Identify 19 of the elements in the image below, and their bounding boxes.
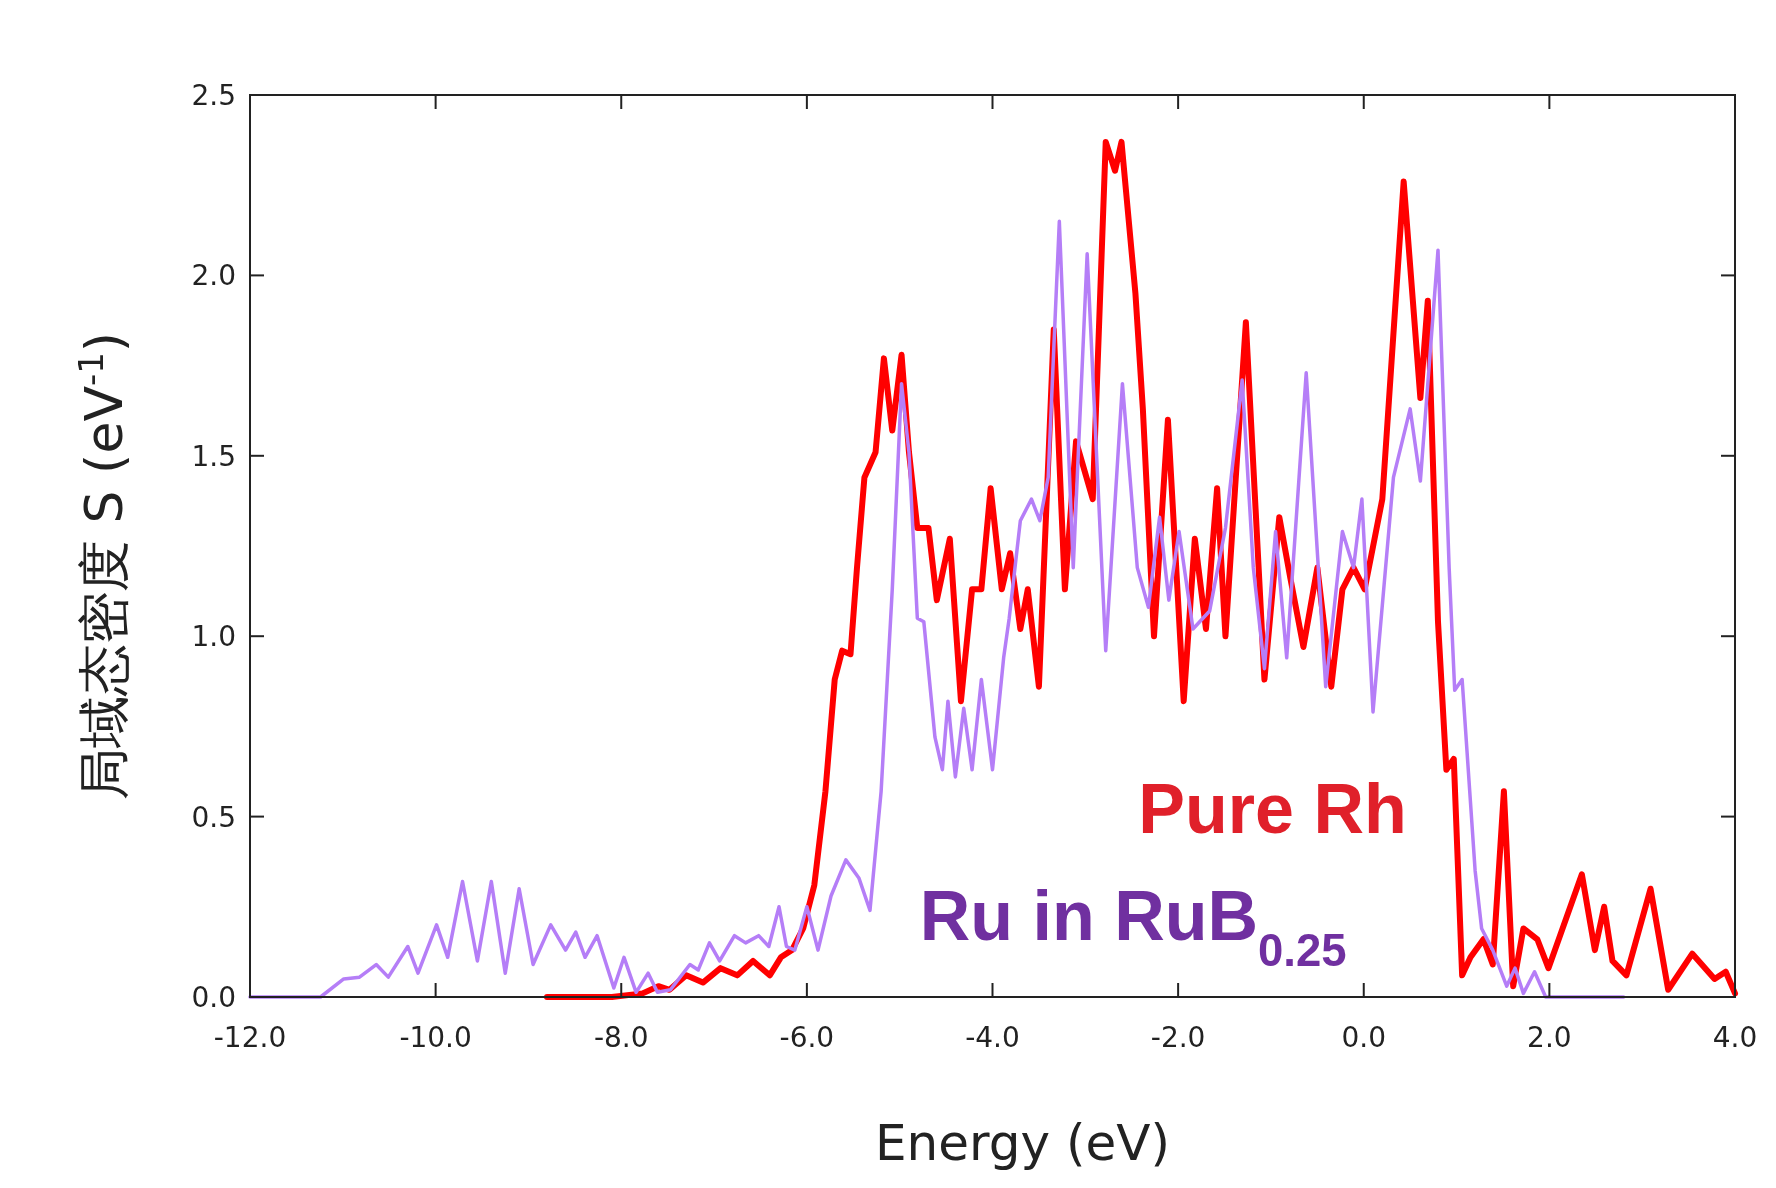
x-tick-label: 4.0: [1712, 1021, 1758, 1054]
x-tick-label: -2.0: [1150, 1021, 1206, 1054]
x-tick-label: -8.0: [593, 1021, 649, 1054]
x-tick-label: -12.0: [213, 1021, 287, 1054]
series-label: Ru in RuB$_{0.25}$: [919, 877, 1347, 976]
y-tick-label: 1.0: [191, 620, 236, 654]
line-series: [248, 219, 1626, 999]
y-tick-label: 2.0: [191, 259, 236, 293]
x-tick-label: -10.0: [399, 1021, 472, 1054]
series-label: Pure Rh: [1138, 769, 1407, 848]
y-tick-label: 0.0: [191, 981, 236, 1014]
x-tick-label: 0.0: [1341, 1021, 1387, 1054]
x-tick-label: -6.0: [779, 1021, 835, 1054]
x-axis-title: Energy (eV): [875, 1114, 1170, 1172]
x-tick-label: 2.0: [1527, 1021, 1572, 1054]
y-tick-label: 1.5: [191, 439, 236, 473]
y-tick-label: 0.5: [191, 800, 236, 834]
x-tick-label: -4.0: [965, 1021, 1020, 1054]
y-tick-label: 2.5: [191, 79, 236, 112]
